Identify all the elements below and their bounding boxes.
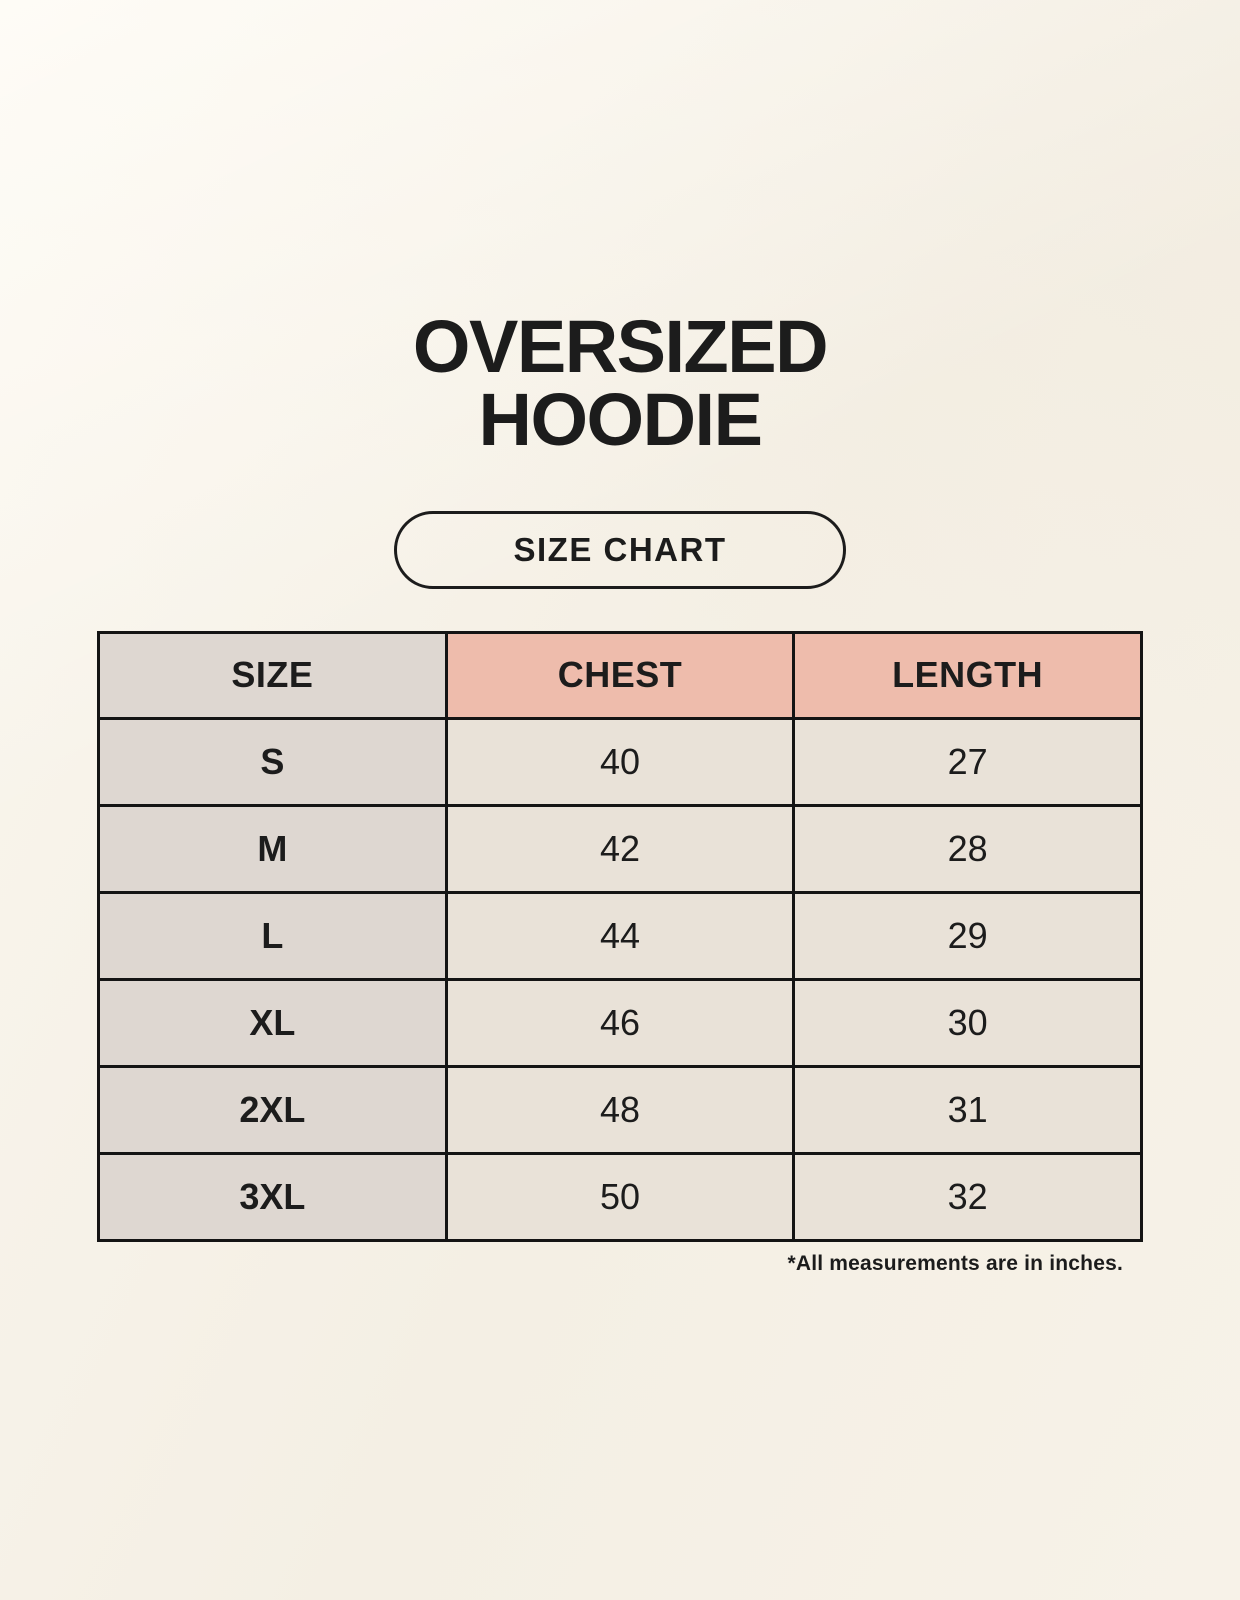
- table-row: 2XL 48 31: [97, 1064, 1143, 1155]
- chest-cell: 46: [444, 977, 796, 1068]
- chest-cell: 42: [444, 803, 796, 894]
- size-chart-table: SIZE CHEST LENGTH S 40 27 M 42 28 L 44 2…: [97, 630, 1143, 1242]
- size-cell: M: [97, 803, 448, 894]
- chest-cell: 44: [444, 890, 796, 981]
- size-cell: S: [97, 716, 448, 807]
- table-row: L 44 29: [97, 890, 1143, 981]
- table-row: XL 46 30: [97, 977, 1143, 1068]
- size-cell: 2XL: [97, 1064, 448, 1155]
- table-row: S 40 27: [97, 716, 1143, 807]
- product-title: OVERSIZED HOODIE: [0, 0, 1240, 457]
- length-cell: 31: [792, 1064, 1143, 1155]
- header-cell-length: LENGTH: [792, 630, 1143, 720]
- length-cell: 28: [792, 803, 1143, 894]
- length-cell: 32: [792, 1151, 1143, 1242]
- measurements-footnote: *All measurements are in inches.: [787, 1251, 1123, 1275]
- chest-cell: 40: [444, 716, 796, 807]
- chest-cell: 50: [444, 1151, 796, 1242]
- table-row: 3XL 50 32: [97, 1151, 1143, 1242]
- length-cell: 29: [792, 890, 1143, 981]
- size-chart-badge-label: SIZE CHART: [513, 530, 727, 568]
- product-title-line-2: HOODIE: [478, 378, 763, 462]
- size-cell: 3XL: [97, 1151, 448, 1242]
- header-cell-chest: CHEST: [444, 630, 796, 720]
- header-cell-size: SIZE: [97, 630, 448, 720]
- length-cell: 30: [792, 977, 1143, 1068]
- length-cell: 27: [792, 716, 1143, 807]
- product-title-line-1: OVERSIZED: [412, 305, 829, 388]
- size-cell: XL: [97, 977, 448, 1068]
- chest-cell: 48: [444, 1064, 796, 1155]
- table-row: M 42 28: [97, 803, 1143, 894]
- table-header-row: SIZE CHEST LENGTH: [97, 630, 1143, 720]
- size-cell: L: [97, 890, 448, 981]
- size-chart-badge[interactable]: SIZE CHART: [394, 510, 846, 589]
